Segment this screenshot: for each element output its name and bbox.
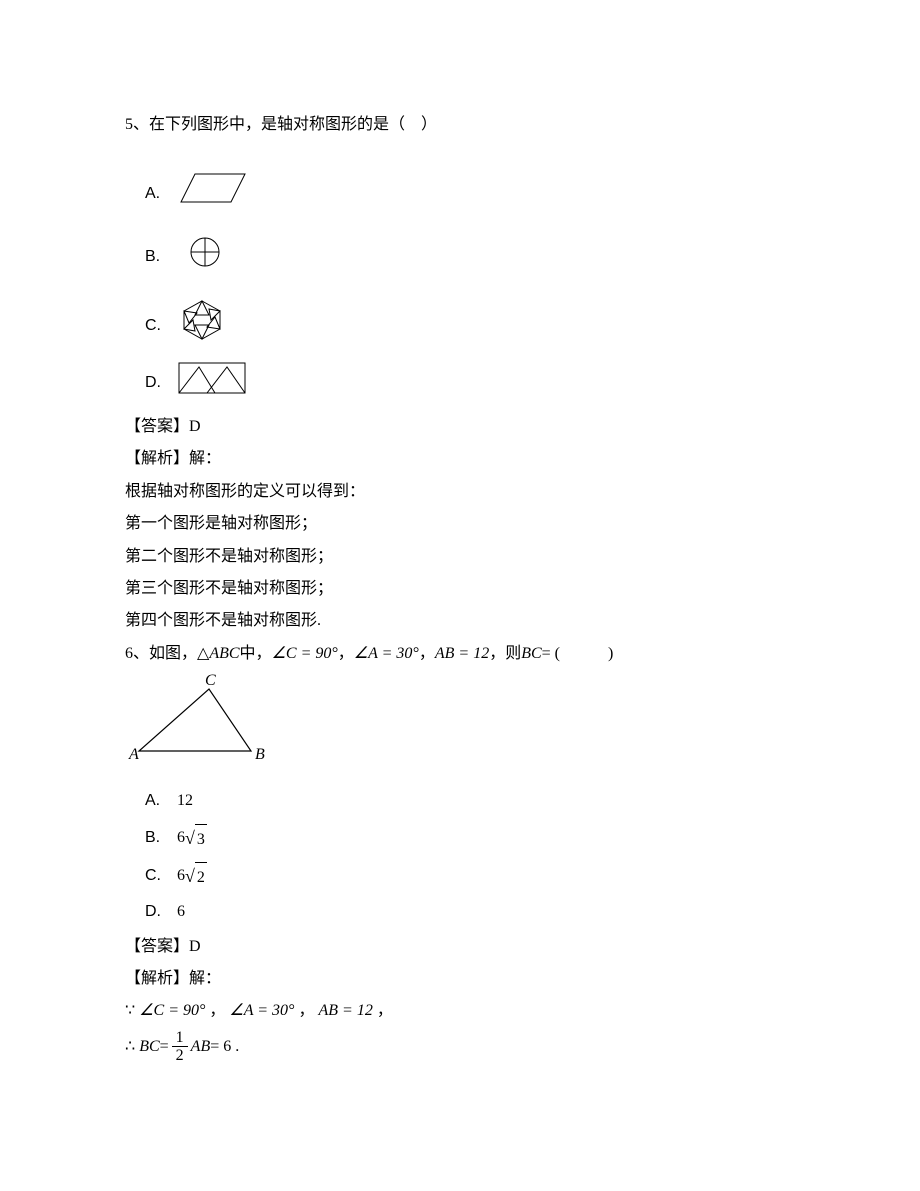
q6-stem-mid: 中，: [240, 639, 272, 669]
q6-option-d-text: 6: [177, 897, 185, 927]
q6-proof-comma1: ，: [209, 1002, 225, 1019]
q5-analysis-suffix: 解：: [189, 450, 221, 467]
q6-stem-suffix1: ，则: [489, 639, 521, 669]
q6-proof-comma3: ，: [377, 1002, 393, 1019]
q6-option-b-label: B.: [145, 823, 167, 853]
q6-analysis-label: 【解析】: [125, 970, 189, 987]
q6-analysis-suffix: 解：: [189, 970, 221, 987]
q5-stem: 5、在下列图形中，是轴对称图形的是（ ）: [125, 110, 795, 140]
fraction: 1 2: [172, 1029, 188, 1065]
q5-option-a[interactable]: A.: [125, 170, 795, 217]
q6-proof-bc: BC: [139, 1032, 159, 1062]
rect-peaks-icon: [177, 361, 247, 406]
q6-answer: 【答案】D: [125, 932, 795, 962]
q5-analysis-line-0: 根据轴对称图形的定义可以得到：: [125, 477, 795, 507]
q6-stem-eq: = ( ): [542, 639, 614, 669]
q5-option-b-label: B.: [145, 242, 167, 272]
q5-option-c[interactable]: C.: [125, 297, 795, 354]
q6-fig-label-b: B: [255, 746, 265, 763]
sqrt-icon: √3: [185, 821, 207, 855]
q6-proof-comma2: ，: [298, 1002, 314, 1019]
q6-option-c-label: C.: [145, 861, 167, 891]
q5-analysis-line-4: 第四个图形不是轴对称图形.: [125, 606, 795, 636]
q6-proof-line-1: ∵ ∠C = 90° ， ∠A = 30° ， AB = 12 ，: [125, 996, 795, 1026]
q6-sep1: ，: [338, 639, 354, 669]
q6-option-d[interactable]: D. 6: [145, 897, 795, 927]
q6-option-b-rad: 3: [195, 824, 207, 855]
frac-den: 2: [172, 1047, 188, 1065]
q6-option-c-coef: 6: [177, 861, 185, 891]
q5-option-d[interactable]: D.: [125, 361, 795, 406]
pinwheel-icon: [177, 224, 233, 291]
q6-answer-label: 【答案】: [125, 938, 189, 955]
q6-option-a-text: 12: [177, 786, 193, 816]
q5-analysis-line-2: 第二个图形不是轴对称图形；: [125, 542, 795, 572]
q6-fig-label-c: C: [205, 673, 216, 689]
q5-option-b[interactable]: B.: [125, 224, 795, 291]
q5-stem-text: 5、在下列图形中，是轴对称图形的是（ ）: [125, 116, 437, 133]
q6-triangle-sym: △: [197, 639, 209, 669]
q6-proof-period: .: [235, 1032, 239, 1062]
q6-ab-eq: AB = 12: [435, 639, 489, 669]
q5-option-a-label: A.: [145, 179, 167, 209]
q6-sep2: ，: [419, 639, 435, 669]
q6-proof-angle-c: ∠C = 90°: [139, 1002, 205, 1019]
q6-angle-c: ∠C = 90°: [272, 639, 338, 669]
q6-proof-ab: AB = 12: [318, 1002, 372, 1019]
q6-option-a-label: A.: [145, 786, 167, 816]
q5-answer-label: 【答案】: [125, 418, 189, 435]
q6-bc: BC: [521, 639, 541, 669]
hex-windmill-icon: [177, 297, 227, 354]
q6-option-d-label: D.: [145, 897, 167, 927]
q6-stem-prefix: 6、如图，: [125, 639, 197, 669]
therefore-sym: ∴: [125, 1032, 135, 1062]
q6-proof-eq: =: [160, 1032, 169, 1062]
q5-analysis-line-1: 第一个图形是轴对称图形；: [125, 509, 795, 539]
q5-answer-value: D: [189, 418, 201, 435]
q6-proof-eq6: = 6: [210, 1032, 231, 1062]
q6-angle-a: ∠A = 30°: [354, 639, 419, 669]
q6-option-b-coef: 6: [177, 823, 185, 853]
q5-answer: 【答案】D: [125, 412, 795, 442]
q6-option-a[interactable]: A. 12: [145, 786, 795, 816]
q6-fig-label-a: A: [128, 746, 139, 763]
q6-abc: ABC: [209, 639, 239, 669]
because-sym: ∵: [125, 1002, 135, 1019]
q6-option-c[interactable]: C. 6 √2: [145, 859, 795, 893]
q6-figure: A B C: [125, 673, 795, 778]
q6-answer-value: D: [189, 938, 201, 955]
q5-option-c-label: C.: [145, 311, 167, 341]
q5-option-d-label: D.: [145, 368, 167, 398]
q6-analysis-header: 【解析】解：: [125, 964, 795, 994]
q6-proof-line-2: ∴ BC = 1 2 AB = 6 .: [125, 1029, 795, 1065]
q5-analysis-line-3: 第三个图形不是轴对称图形；: [125, 574, 795, 604]
sqrt-icon: √2: [185, 859, 207, 893]
q6-options: A. 12 B. 6 √3 C. 6 √2 D. 6: [125, 786, 795, 927]
q6-proof-ab2: AB: [191, 1032, 211, 1062]
q6-option-b[interactable]: B. 6 √3: [145, 821, 795, 855]
q6-option-c-rad: 2: [195, 862, 207, 893]
parallelogram-icon: [177, 170, 249, 217]
frac-num: 1: [172, 1029, 188, 1048]
q5-analysis-label: 【解析】: [125, 450, 189, 467]
q6-proof-angle-a: ∠A = 30°: [229, 1002, 294, 1019]
q5-analysis-header: 【解析】解：: [125, 444, 795, 474]
q6-stem: 6、如图， △ABC 中， ∠C = 90° ， ∠A = 30° ， AB =…: [125, 639, 795, 669]
